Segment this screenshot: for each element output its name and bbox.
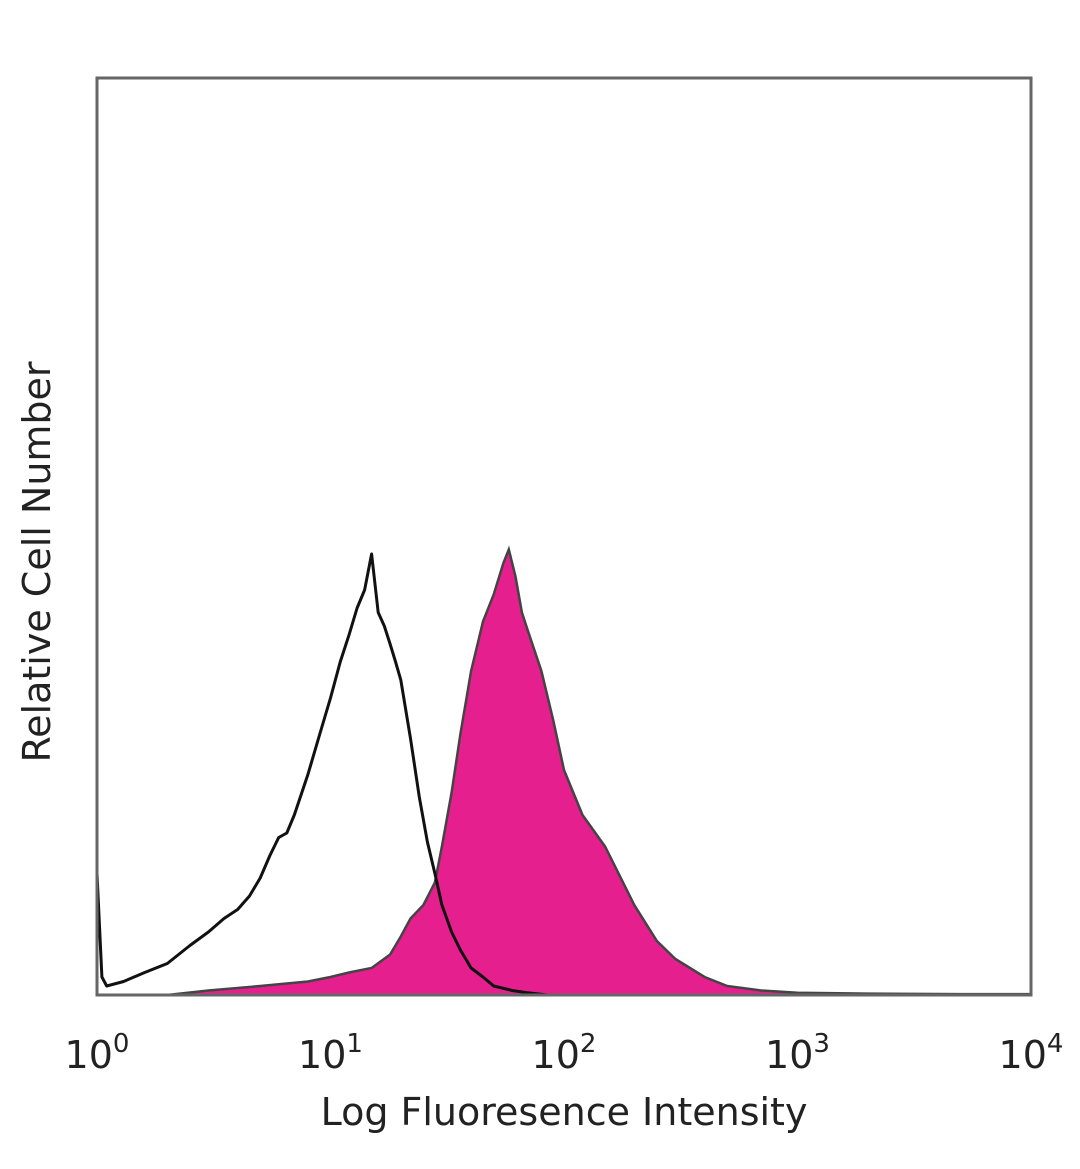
x-tick-exponent: 2 [580,1029,597,1059]
x-tick-base: 10 [532,1033,580,1077]
x-tick-label: 102 [532,1029,597,1077]
y-axis-title: Relative Cell Number [15,361,59,762]
x-tick-exponent: 4 [1047,1029,1064,1059]
x-tick-label: 101 [298,1029,363,1077]
x-tick-label: 100 [65,1029,130,1077]
x-tick-base: 10 [999,1033,1047,1077]
x-tick-exponent: 0 [113,1029,130,1059]
x-tick-base: 10 [298,1033,346,1077]
x-tick-labels: 100 101 102 103 104 [65,1029,1064,1077]
histogram-filled [97,545,1033,997]
x-tick-exponent: 1 [346,1029,363,1059]
x-axis-title: Log Fluoresence Intensity [321,1090,808,1134]
series-layer [95,545,1033,997]
x-tick-label: 103 [765,1029,830,1077]
x-tick-base: 10 [765,1033,813,1077]
plot-frame [95,76,1033,997]
histogram-outline [95,552,1031,997]
x-tick-base: 10 [65,1033,113,1077]
x-tick-label: 104 [999,1029,1064,1077]
x-tick-exponent: 3 [813,1029,830,1059]
